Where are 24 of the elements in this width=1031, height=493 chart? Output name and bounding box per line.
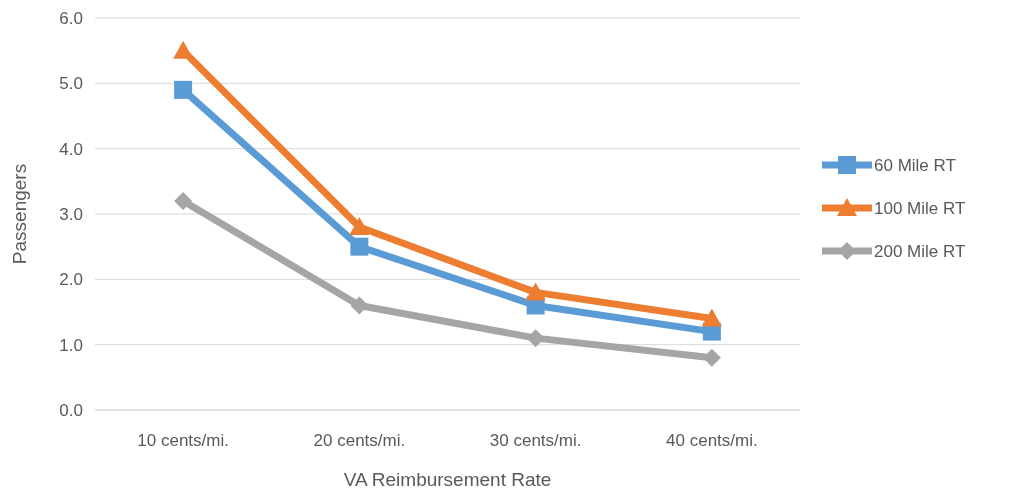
x-tick-label: 30 cents/mi. — [489, 431, 582, 450]
y-tick-label: 0.0 — [59, 400, 83, 420]
point — [174, 80, 193, 99]
legend-label: 60 Mile RT — [874, 155, 956, 175]
y-axis-title: Passengers — [9, 163, 30, 265]
y-tick-label: 2.0 — [59, 270, 83, 290]
y-tick-label: 3.0 — [59, 204, 83, 224]
legend-label: 100 Mile RT — [874, 198, 966, 218]
y-tick-label: 5.0 — [59, 74, 83, 94]
x-tick-label: 20 cents/mi. — [313, 431, 406, 450]
y-tick-label: 1.0 — [59, 335, 83, 355]
point — [701, 308, 722, 327]
point — [349, 217, 370, 236]
point — [174, 191, 193, 210]
x-axis-title: VA Reimbursement Rate — [343, 469, 552, 490]
point — [173, 40, 194, 59]
point — [350, 237, 369, 256]
legend-label: 200 Mile RT — [874, 241, 966, 261]
point — [525, 282, 546, 301]
x-tick-label: 10 cents/mi. — [137, 431, 229, 450]
point — [350, 296, 369, 315]
y-tick-label: 4.0 — [59, 139, 83, 159]
x-tick-label: 40 cents/mi. — [666, 431, 758, 450]
y-tick-label: 6.0 — [59, 8, 83, 28]
